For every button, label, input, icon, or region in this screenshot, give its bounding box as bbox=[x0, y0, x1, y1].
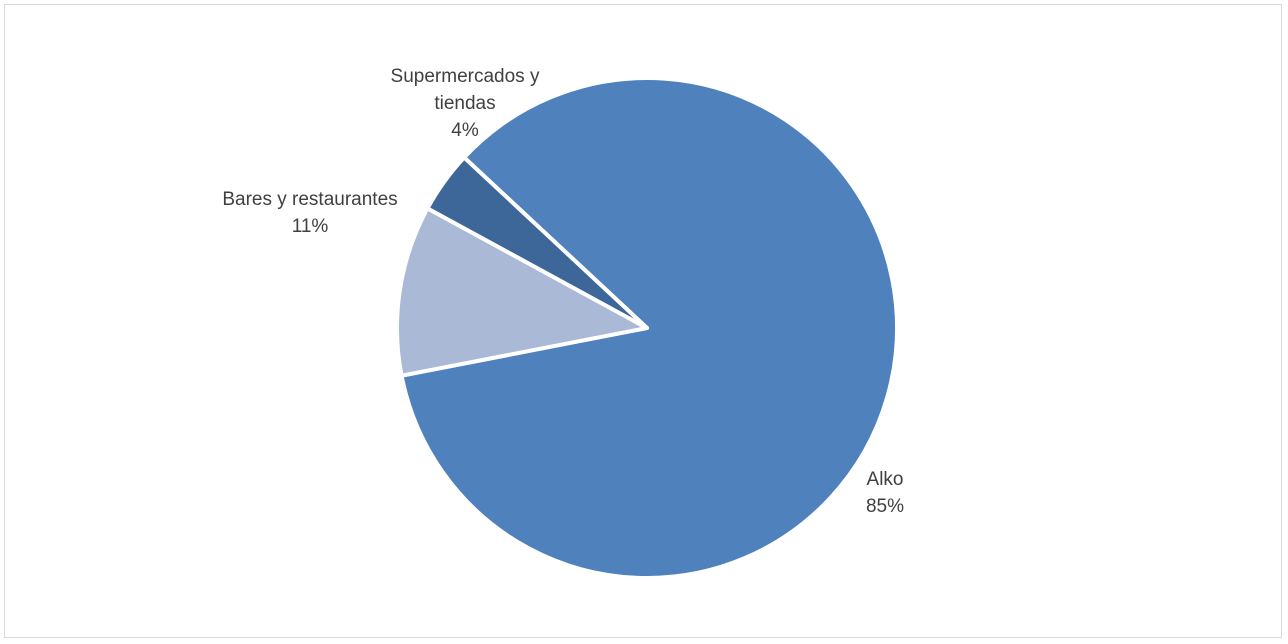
slice-category-text: Bares y restaurantes bbox=[222, 189, 397, 210]
slice-category-text: Supermercados y bbox=[391, 66, 540, 87]
pie-slice-2 bbox=[425, 155, 649, 330]
slice-percent-text: 85% bbox=[866, 496, 904, 517]
pie-slice-1 bbox=[395, 206, 649, 378]
slice-percent-text: 11% bbox=[292, 216, 329, 237]
slice-category-text: Alko bbox=[867, 469, 904, 490]
slice-label-1: Bares y restaurantes 11% bbox=[222, 189, 397, 237]
slice-percent-text: 4% bbox=[451, 120, 479, 141]
slice-category-text: tiendas bbox=[434, 93, 495, 114]
pie-slice-0 bbox=[399, 76, 899, 580]
slice-label-0: Alko 85% bbox=[866, 469, 904, 517]
pie-slices bbox=[395, 76, 899, 580]
slice-label-2: Supermercados y tiendas 4% bbox=[391, 66, 540, 141]
pie-labels: Alko 85% Bares y restaurantes 11% Supermerca… bbox=[222, 66, 904, 517]
